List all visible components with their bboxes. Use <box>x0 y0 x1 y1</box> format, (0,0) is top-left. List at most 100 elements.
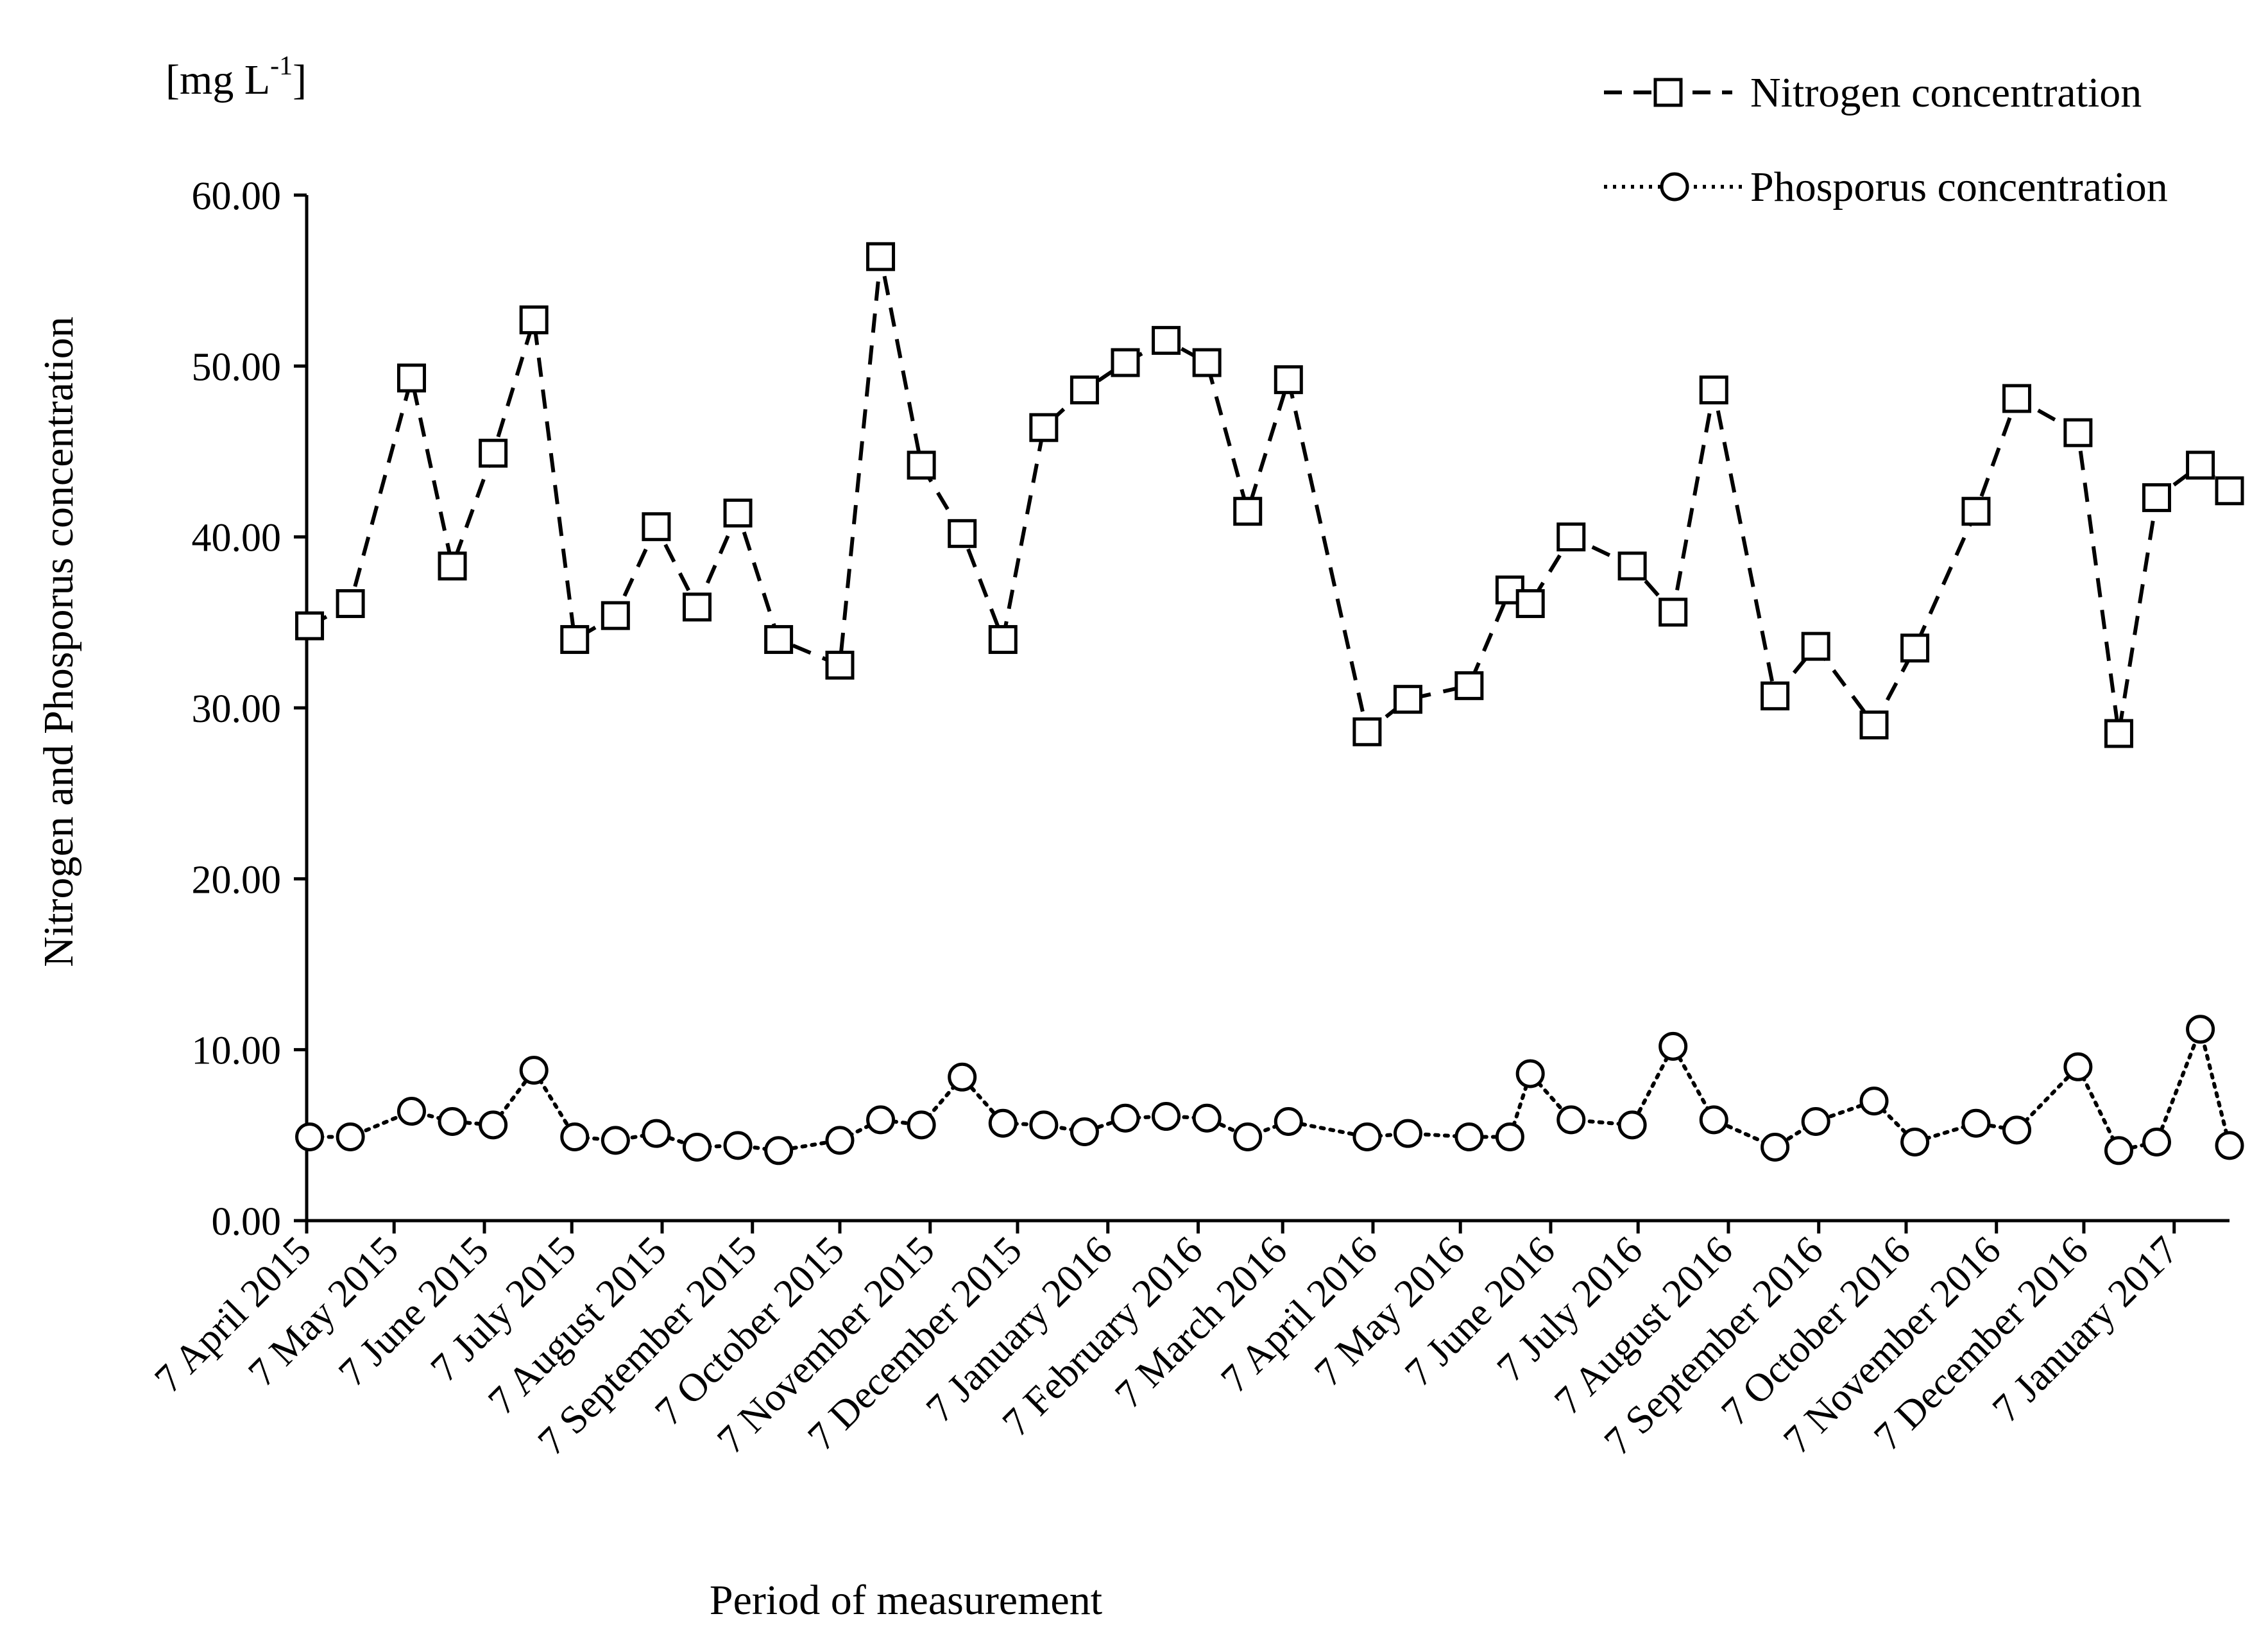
nitrogen-point-26 <box>1454 671 1484 700</box>
phosphorus-point-10 <box>723 1131 753 1160</box>
nitrogen-point-22 <box>1233 497 1263 526</box>
phosphorus-point-40 <box>2104 1136 2133 1165</box>
phosphorus-point-39 <box>2063 1052 2093 1081</box>
nitrogen-point-40 <box>2104 719 2133 748</box>
nitrogen-point-36 <box>1900 633 1930 663</box>
phosphorus-point-27 <box>1495 1122 1524 1151</box>
nitrogen-point-30 <box>1617 551 1647 581</box>
nitrogen-point-20 <box>1152 325 1181 355</box>
phosphorus-point-11 <box>764 1136 794 1165</box>
phosphorus-point-30 <box>1617 1110 1647 1140</box>
phosphorus-point-6 <box>560 1122 590 1151</box>
y-tick-label-2: 20.00 <box>192 858 282 902</box>
phosphorus-point-31 <box>1658 1031 1688 1061</box>
phosphorus-point-17 <box>1029 1110 1059 1140</box>
legend-nitrogen-label: Nitrogen concentration <box>1750 69 2142 116</box>
nitrogen-point-4 <box>479 438 508 468</box>
nitrogen-point-7 <box>601 601 630 630</box>
phosphorus-point-4 <box>479 1110 508 1140</box>
phosphorus-point-3 <box>438 1107 467 1137</box>
x-axis-title: Period of measurement <box>710 1577 1102 1624</box>
phosphorus-point-23 <box>1274 1107 1303 1137</box>
phosphorus-point-0 <box>295 1122 325 1151</box>
nitrogen-point-43 <box>2215 476 2244 506</box>
phosphorus-point-25 <box>1393 1119 1422 1148</box>
nitrogen-point-38 <box>2002 384 2032 413</box>
series-layer <box>295 242 2244 1165</box>
nitrogen-point-9 <box>682 592 712 622</box>
phosphorus-point-19 <box>1111 1103 1140 1133</box>
nitrogen-point-33 <box>1761 681 1790 710</box>
phosphorus-point-28 <box>1515 1059 1545 1088</box>
nitrogen-point-11 <box>764 624 794 654</box>
nitrogen-point-32 <box>1699 375 1728 405</box>
nitrogen-point-6 <box>560 624 590 654</box>
nitrogen-point-21 <box>1192 348 1222 377</box>
nitrogen-point-15 <box>948 519 977 548</box>
legend-nitrogen-marker <box>1653 78 1683 107</box>
y-tick-label-1: 10.00 <box>192 1029 282 1073</box>
phosphorus-point-1 <box>336 1122 365 1151</box>
y-tick-label-5: 50.00 <box>192 345 282 389</box>
phosphorus-point-18 <box>1070 1117 1099 1147</box>
nitrogen-point-39 <box>2063 418 2093 447</box>
nitrogen-point-1 <box>336 589 365 619</box>
phosphorus-point-8 <box>642 1119 671 1148</box>
nitrogen-point-25 <box>1393 685 1422 714</box>
y-axis-ticks: 0.00 10.00 20.00 30.00 40.00 50.00 60.00 <box>192 175 307 1244</box>
nitrogen-point-37 <box>1961 497 1991 526</box>
nitrogen-point-23 <box>1274 365 1303 395</box>
phosphorus-point-43 <box>2215 1131 2244 1160</box>
nitrogen-point-17 <box>1029 413 1059 442</box>
y-tick-label-0: 0.00 <box>212 1200 282 1244</box>
unit-label: [mg L-1] <box>166 51 307 103</box>
phosphorus-point-9 <box>682 1132 712 1162</box>
nitrogen-point-5 <box>519 305 549 334</box>
nitrogen-point-13 <box>866 242 896 271</box>
phosphorus-point-2 <box>396 1097 426 1126</box>
y-tick-label-6: 60.00 <box>192 175 282 218</box>
legend: Nitrogen concentration Phosporus concent… <box>1604 69 2168 211</box>
phosphorus-point-15 <box>948 1062 977 1092</box>
nitrogen-point-34 <box>1801 632 1830 661</box>
legend-phosphorus-label: Phosporus concentration <box>1750 164 2168 211</box>
phosphorus-point-5 <box>519 1056 549 1085</box>
phosphorus-point-22 <box>1233 1122 1263 1151</box>
nitrogen-point-31 <box>1658 597 1688 627</box>
nitrogen-point-41 <box>2142 483 2171 512</box>
nitrogen-point-2 <box>396 363 426 393</box>
legend-phosphorus-marker <box>1660 172 1689 202</box>
nitrogen-point-14 <box>907 451 936 480</box>
phosphorus-point-13 <box>866 1105 896 1135</box>
phosphorus-point-14 <box>907 1110 936 1140</box>
nitrogen-point-19 <box>1111 348 1140 377</box>
phosphorus-point-32 <box>1699 1105 1728 1135</box>
phosphorus-point-12 <box>825 1126 855 1155</box>
phosphorus-point-34 <box>1801 1107 1830 1137</box>
phosphorus-point-42 <box>2186 1015 2215 1044</box>
phosphorus-point-36 <box>1900 1127 1930 1156</box>
nitrogen-point-3 <box>438 551 467 581</box>
nitrogen-point-16 <box>988 624 1018 654</box>
phosphorus-point-33 <box>1761 1132 1790 1162</box>
y-tick-label-3: 30.00 <box>192 687 282 731</box>
phosphorus-point-37 <box>1961 1108 1991 1138</box>
phosphorus-point-21 <box>1192 1103 1222 1133</box>
phosphorus-point-26 <box>1454 1122 1484 1151</box>
nitrogen-point-28 <box>1515 589 1545 619</box>
phosphorus-point-29 <box>1556 1105 1586 1135</box>
nitrogen-point-29 <box>1556 522 1586 552</box>
nitrogen-point-0 <box>295 611 325 640</box>
phosphorus-point-35 <box>1859 1087 1889 1116</box>
nitrogen-point-10 <box>723 498 753 528</box>
phosphorus-point-20 <box>1152 1102 1181 1131</box>
legend-entry-nitrogen: Nitrogen concentration <box>1604 69 2142 116</box>
nitrogen-point-18 <box>1070 375 1099 405</box>
nitrogen-point-42 <box>2186 451 2215 480</box>
phosphorus-point-16 <box>988 1108 1018 1138</box>
phosphorus-point-41 <box>2142 1127 2171 1156</box>
phosphorus-point-24 <box>1352 1122 1382 1151</box>
y-axis-title: Nitrogen and Phosporus concentration <box>35 316 82 967</box>
